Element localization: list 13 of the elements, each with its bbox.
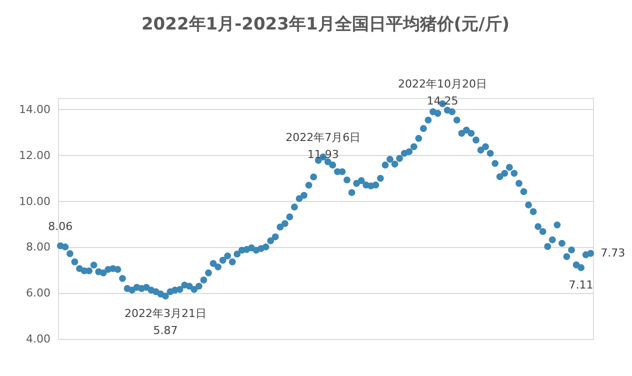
data-label: 2022年7月6日 11.93 (286, 130, 361, 161)
data-label: 2022年10月20日 14.25 (398, 78, 488, 108)
y-tick-label: 4.00 (26, 332, 50, 346)
data-label: 8.06 (48, 220, 73, 233)
y-tick-label: 8.00 (26, 240, 50, 254)
y-tick-label: 6.00 (26, 286, 50, 300)
data-label: 7.11 (568, 278, 594, 292)
data-label: 2022年3月21日 5.87 (124, 307, 206, 338)
y-tick-label: 12.00 (19, 148, 50, 162)
data-label: 7.73 (600, 246, 626, 260)
chart-title: 2022年1月-2023年1月全国日平均猪价(元/斤) (141, 14, 510, 35)
y-tick-label: 10.00 (19, 194, 50, 208)
y-tick-label: 14.00 (19, 102, 50, 116)
